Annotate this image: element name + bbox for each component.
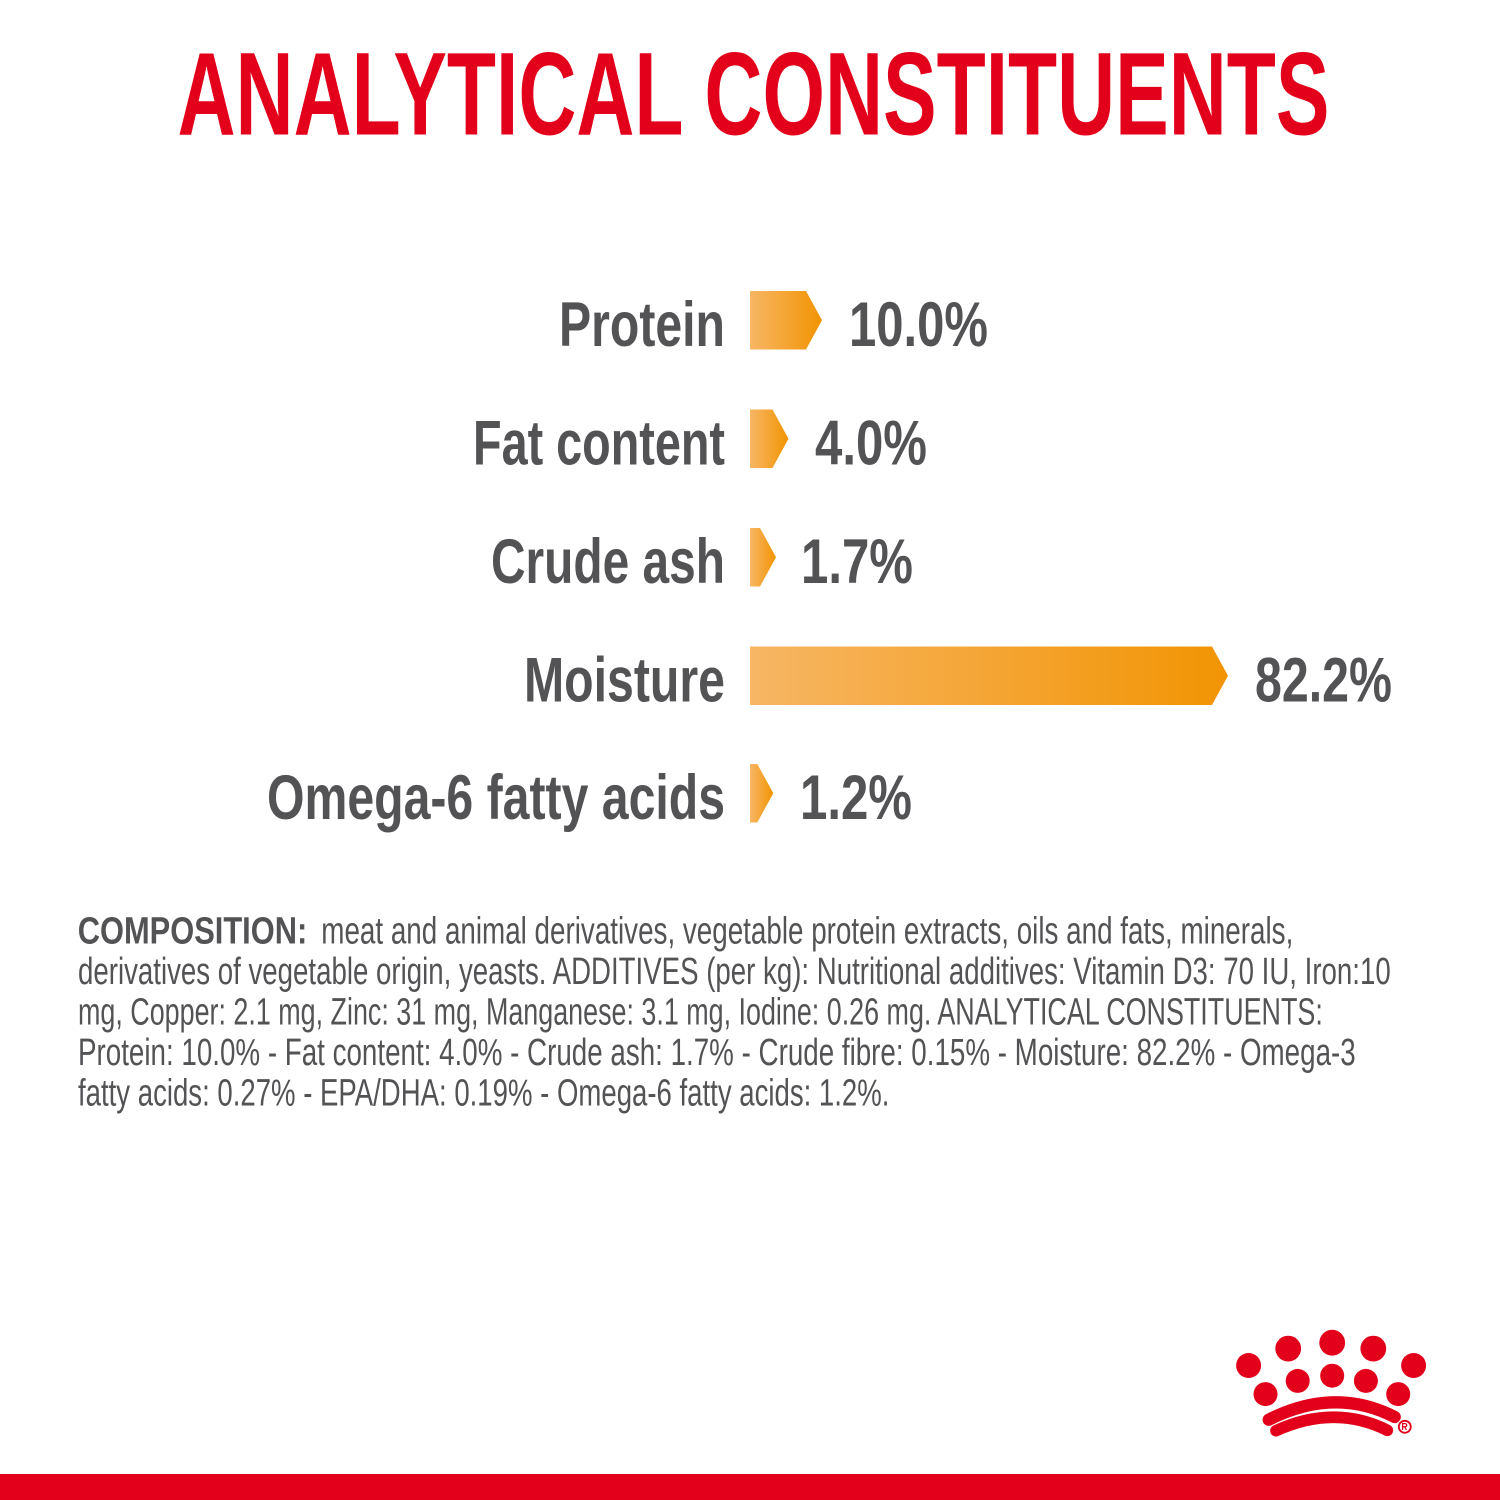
svg-text:Protein: Protein (559, 290, 725, 360)
svg-text:Protein: 10.0% - Fat content:: Protein: 10.0% - Fat content: 4.0% - Cru… (78, 1032, 1356, 1074)
svg-text:1.2%: 1.2% (800, 763, 912, 833)
svg-text:COMPOSITION:: COMPOSITION: (78, 910, 308, 952)
svg-text:Fat content: Fat content (473, 409, 725, 479)
svg-text:Moisture: Moisture (524, 646, 725, 716)
svg-text:4.0%: 4.0% (815, 409, 927, 479)
svg-text:ANALYTICAL CONSTITUENTS: ANALYTICAL CONSTITUENTS (178, 29, 1330, 161)
svg-text:meat and animal derivatives, v: meat and animal derivatives, vegetable p… (321, 910, 1293, 952)
svg-text:Omega-6 fatty acids: Omega-6 fatty acids (267, 763, 725, 833)
svg-text:1.7%: 1.7% (801, 527, 913, 597)
svg-text:Crude ash: Crude ash (491, 527, 725, 597)
svg-text:mg, Copper: 2.1 mg, Zinc: 31 m: mg, Copper: 2.1 mg, Zinc: 31 mg, Mangane… (78, 992, 1323, 1034)
svg-text:82.2%: 82.2% (1255, 646, 1392, 716)
svg-text:10.0%: 10.0% (849, 290, 988, 360)
svg-text:fatty acids: 0.27% - EPA/DHA:: fatty acids: 0.27% - EPA/DHA: 0.19% - Om… (78, 1073, 889, 1115)
svg-text:derivatives of vegetable origi: derivatives of vegetable origin, yeasts.… (78, 951, 1391, 993)
